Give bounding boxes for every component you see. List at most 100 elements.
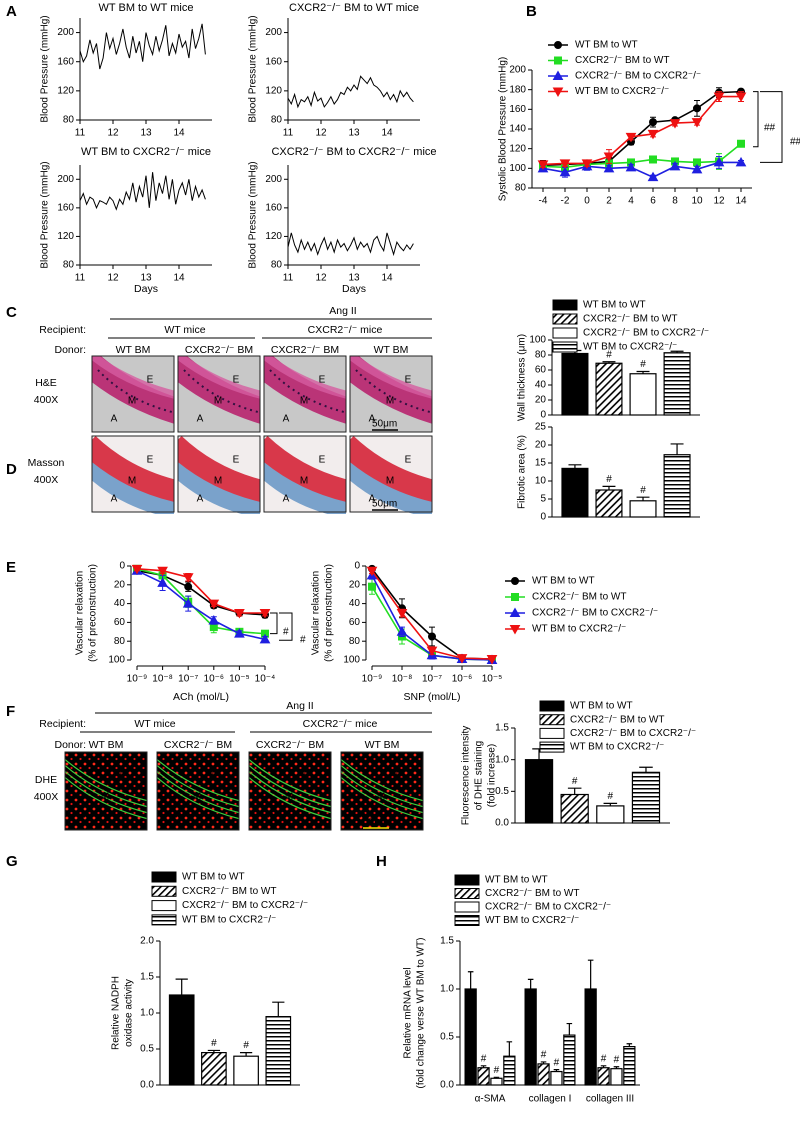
- tissue-label: A: [369, 494, 376, 505]
- data-point: [208, 615, 220, 625]
- micrograph: EMA: [64, 751, 148, 831]
- tissue-label: M: [377, 792, 385, 803]
- bar: [233, 1055, 259, 1086]
- series-line: [79, 23, 206, 70]
- y-tick-label: 120: [265, 231, 282, 242]
- x-axis-label: SNP (mol/L): [404, 691, 461, 703]
- micrograph: EMA: [263, 355, 347, 433]
- tissue-label: M: [285, 792, 293, 803]
- bar: [168, 994, 195, 1086]
- bar: [597, 1067, 610, 1086]
- y-tick-label: 1.0: [495, 754, 509, 765]
- adventitia: [178, 454, 260, 514]
- bar: [560, 793, 589, 824]
- bar: [631, 771, 661, 824]
- y-tick-label: 25: [535, 422, 547, 433]
- error-bar: [602, 485, 616, 490]
- legend-swatch: [552, 341, 578, 353]
- y-tick-label: 60: [114, 617, 126, 628]
- tissue-label: A: [360, 810, 367, 821]
- x-tick-label: 10⁻⁷: [422, 674, 442, 685]
- media: [350, 436, 432, 502]
- error-bar: [272, 1001, 285, 1017]
- panel-letter: D: [6, 461, 17, 478]
- elastic-lamina: [65, 764, 147, 808]
- y-tick-label: 0.0: [140, 1080, 154, 1091]
- x-tick-label: 14: [735, 196, 747, 207]
- donor: CXCR2⁻/⁻ BM: [271, 344, 339, 356]
- data-point: [735, 92, 747, 103]
- data-point: [366, 566, 378, 577]
- x-tick-label: 8: [672, 196, 678, 207]
- annotation: #: [481, 1053, 487, 1064]
- data-point: [234, 628, 245, 638]
- legend-label: CXCR2⁻/⁻ BM to CXCR2⁻/⁻: [182, 900, 308, 911]
- elastic-lamina: [157, 764, 239, 808]
- data-point: [647, 171, 659, 182]
- y-tick-label: 1.5: [440, 936, 454, 947]
- y-tick-label: 160: [57, 56, 74, 67]
- annotation: ##: [764, 123, 776, 134]
- annotation: #: [601, 1053, 607, 1064]
- micrograph: EMA: [91, 435, 175, 514]
- y-tick-label: 0: [540, 512, 546, 523]
- frame: [349, 435, 433, 513]
- tissue-label: E: [233, 375, 240, 386]
- elastic-lamina: [249, 770, 331, 814]
- y-tick-label: 200: [509, 65, 526, 76]
- x-tick-label: 4: [628, 196, 634, 207]
- donor-label: Donor:: [54, 344, 86, 356]
- bracket: [270, 612, 278, 635]
- legend-marker: [554, 56, 562, 65]
- legend-swatch: [151, 900, 177, 912]
- donor: CXCR2⁻/⁻ BM: [185, 344, 253, 356]
- annotation: ##: [790, 137, 800, 148]
- data-point: [649, 118, 657, 127]
- y-tick-label: 120: [265, 85, 282, 96]
- x-tick-label: 13: [348, 128, 360, 139]
- panel-letter: C: [6, 304, 17, 321]
- panel-letter: B: [526, 3, 537, 20]
- y-tick-label: 0.5: [440, 1032, 454, 1043]
- x-tick-label: 10⁻⁵: [229, 674, 250, 685]
- data-point: [259, 609, 271, 619]
- recipient-label: Recipient:: [39, 718, 86, 730]
- x-tick-label: 10⁻⁸: [392, 674, 413, 685]
- legend-label: WT BM to CXCR2⁻/⁻: [182, 915, 276, 926]
- y-tick-label: 2.0: [140, 936, 154, 947]
- y-tick-label: 0.0: [495, 818, 509, 829]
- tissue: [350, 356, 432, 424]
- annotation: #: [640, 359, 646, 370]
- recipient: WT mice: [134, 718, 175, 730]
- data-point: [581, 159, 593, 169]
- x-tick-label: collagen I: [529, 1094, 572, 1105]
- data-point: [208, 599, 220, 610]
- tissue-label: A: [197, 414, 204, 425]
- y-tick-label: 1.0: [440, 984, 454, 995]
- donor-label: Donor:: [54, 739, 86, 751]
- tissue-label: A: [369, 414, 376, 425]
- bar: [464, 988, 477, 1086]
- x-tick-label: 13: [140, 128, 152, 139]
- magnification: 400X: [34, 791, 59, 803]
- data-point: [184, 582, 193, 591]
- elastic-lamina: [341, 770, 423, 814]
- bar: [663, 454, 691, 518]
- bar: [584, 988, 597, 1086]
- legend-swatch: [539, 700, 565, 712]
- x-tick-label: 10⁻⁵: [482, 674, 503, 685]
- y-tick-label: 140: [509, 124, 526, 135]
- legend-marker: [554, 41, 562, 49]
- series-line: [287, 232, 414, 257]
- magnification: 400X: [34, 474, 59, 486]
- micrograph-content: [178, 436, 260, 514]
- data-point: [625, 132, 637, 143]
- error-bar: [175, 978, 188, 995]
- legend-swatch: [552, 327, 578, 339]
- data-point: [396, 609, 408, 619]
- legend-marker: [509, 625, 521, 635]
- micrograph-content: [350, 356, 432, 432]
- y-tick-label: 80: [63, 115, 75, 126]
- y-tick-label: 0.5: [495, 786, 509, 797]
